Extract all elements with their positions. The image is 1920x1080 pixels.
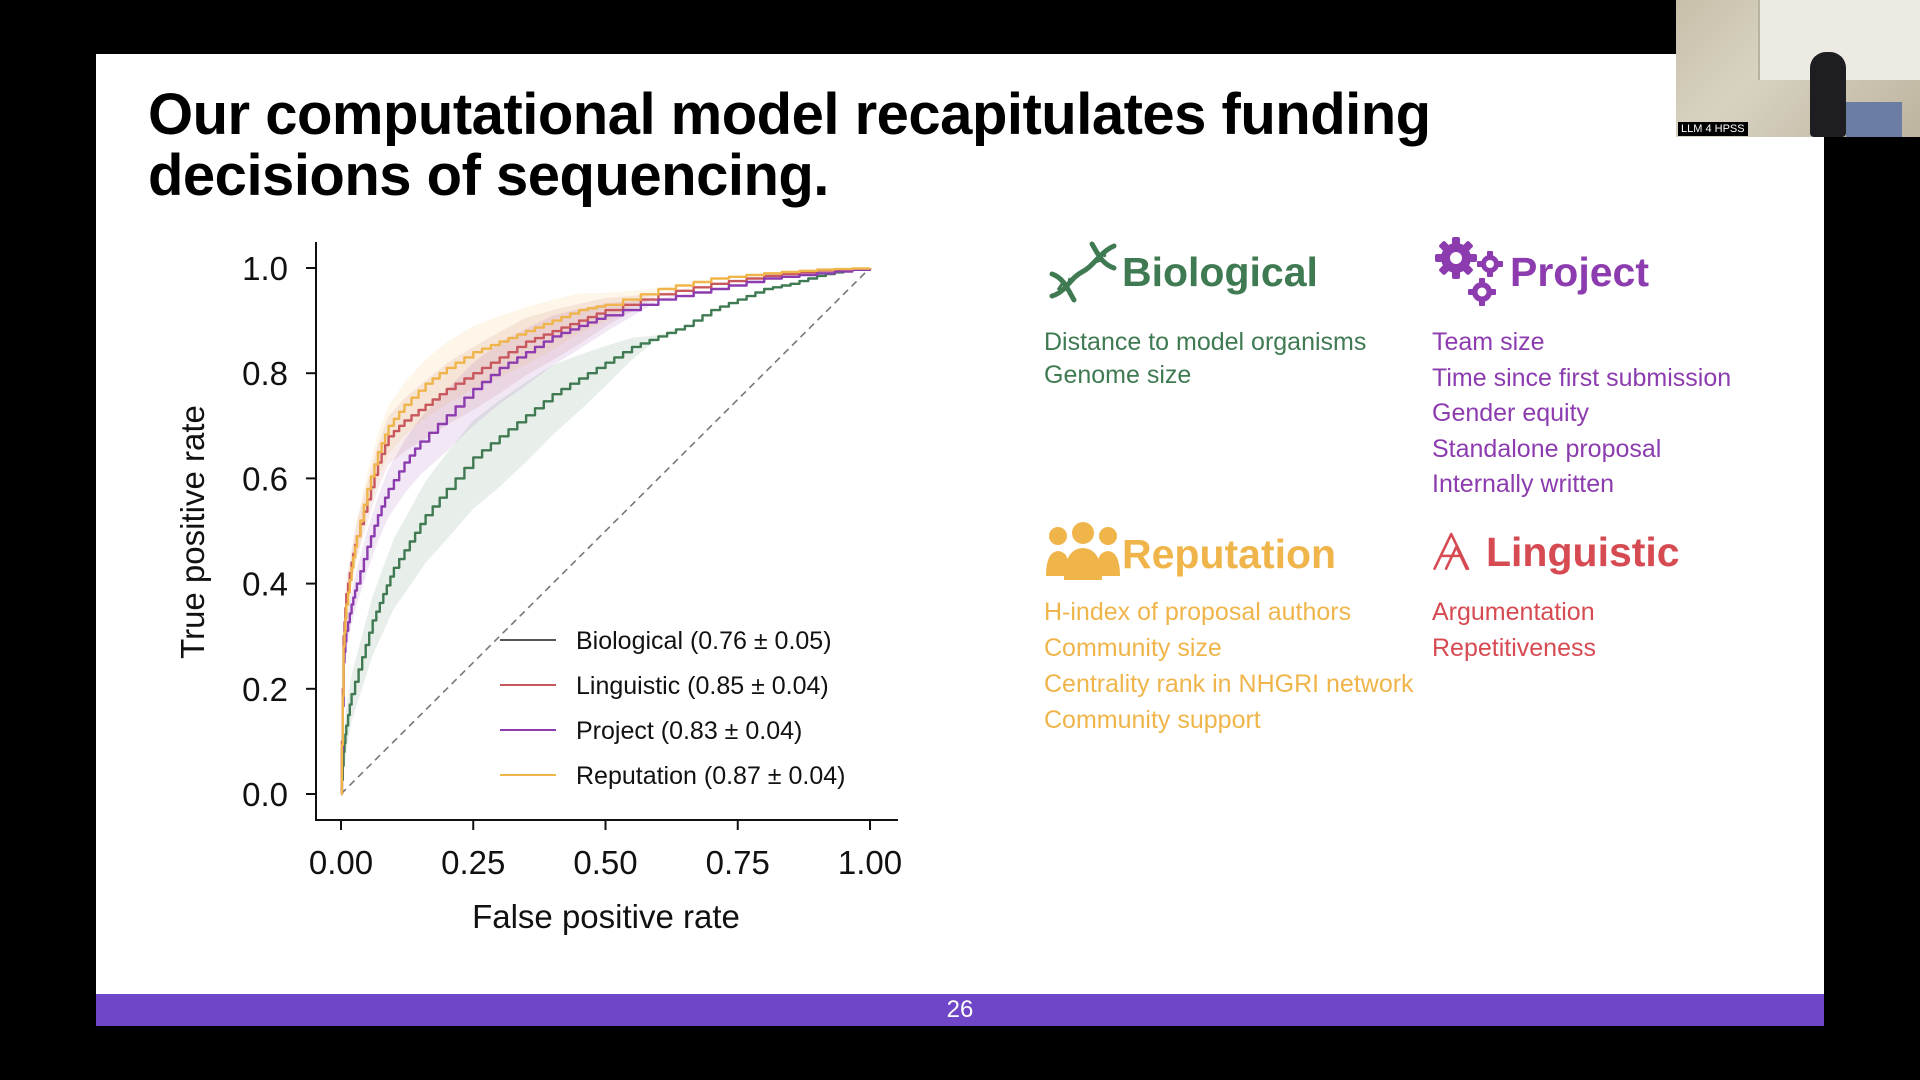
y-tick-label: 0.2 [242,671,288,708]
legend-label-reputation: Reputation (0.87 ± 0.04) [576,762,845,790]
feature-item: H-index of proposal authors [1044,598,1352,626]
feature-item: Standalone proposal [1432,434,1662,463]
podium [1846,102,1902,137]
confidence-bands [341,268,870,794]
feature-item: Time since first submission [1432,363,1732,392]
category-title-biological: Biological [1122,248,1318,295]
feature-item: Distance to model organisms [1044,328,1367,356]
x-tick-label: 0.50 [573,844,637,881]
slide-title-line-2: decisions of sequencing. [148,143,829,208]
text-a-icon [1433,532,1470,570]
roc-curves [340,267,872,796]
category-reputation: Reputation H-index of proposal authors C… [1044,516,1414,742]
gears-icon [1435,237,1503,306]
category-project: Project Team size Time since first submi… [1432,234,1731,506]
speaker-figure [1810,52,1846,137]
roc-line-project [340,268,872,796]
webcam-thumbnail[interactable]: LLM 4 HPSS [1676,0,1920,137]
y-tick-label: 0.4 [242,566,288,603]
y-tick-label: 0.0 [242,776,288,813]
roc-chart: 0.00 0.25 0.50 0.75 1.00 0.0 0.2 0.4 0.6 0.8 1.0 F… [174,242,902,935]
legend-label-biological: Biological (0.76 ± 0.05) [576,627,832,655]
band-project [341,268,870,794]
biological-features-list: Distance to model organisms Genome size [1044,328,1366,394]
band-biological [341,268,870,794]
feature-item: Gender equity [1432,399,1590,427]
category-biological: Biological Distance to model organisms G… [1044,234,1366,394]
feature-item: Internally written [1432,470,1615,498]
category-linguistic: Linguistic Argumentation Repetitiveness [1432,514,1680,670]
legend-label-linguistic: Linguistic (0.85 ± 0.04) [576,672,829,700]
feature-item: Community size [1044,634,1222,662]
axis-ticks: 0.00 0.25 0.50 0.75 1.00 0.0 0.2 0.4 0.6 0.8 1.0 [242,250,902,881]
category-title-reputation: Reputation [1122,530,1337,577]
legend-label-project: Project (0.83 ± 0.04) [576,717,802,745]
feature-item: Team size [1432,328,1545,356]
y-tick-label: 0.6 [242,460,288,497]
presentation-slide: Our computational model recapitulates fu… [96,54,1824,1026]
roc-line-biological [340,267,872,796]
x-tick-label: 1.00 [838,844,902,881]
roc-line-reputation [340,267,872,796]
x-axis-label: False positive rate [472,898,740,935]
x-tick-label: 0.25 [441,844,505,881]
y-axis-label: True positive rate [174,405,211,659]
slide-footer-bar: 26 [96,994,1824,1026]
feature-item: Centrality rank in NHGRI network [1044,670,1414,698]
feature-item: Community support [1044,706,1261,734]
category-title-project: Project [1510,248,1649,295]
x-tick-label: 0.75 [706,844,770,881]
reputation-features-list: H-index of proposal authors Community si… [1044,598,1414,742]
slide-title-line-1: Our computational model recapitulates fu… [148,82,1431,147]
feature-item: Argumentation [1432,598,1595,626]
webcam-label: LLM 4 HPSS [1678,122,1748,136]
chart-legend: Biological (0.76 ± 0.05) Linguistic (0.85… [500,627,845,790]
dna-icon [1049,241,1117,303]
linguistic-features-list: Argumentation Repetitiveness [1432,598,1680,670]
feature-item: Genome size [1044,361,1192,389]
chance-diagonal-line [340,267,871,795]
y-tick-label: 0.8 [242,355,288,392]
page-number: 26 [946,996,974,1023]
slide-title: Our computational model recapitulates fu… [148,84,1648,206]
y-tick-label: 1.0 [242,250,288,287]
people-icon [1046,522,1120,580]
band-linguistic [341,268,870,794]
x-tick-label: 0.00 [309,844,373,881]
feature-item: Repetitiveness [1432,634,1596,662]
project-features-list: Team size Time since first submission Ge… [1432,328,1731,506]
category-title-linguistic: Linguistic [1486,528,1680,575]
